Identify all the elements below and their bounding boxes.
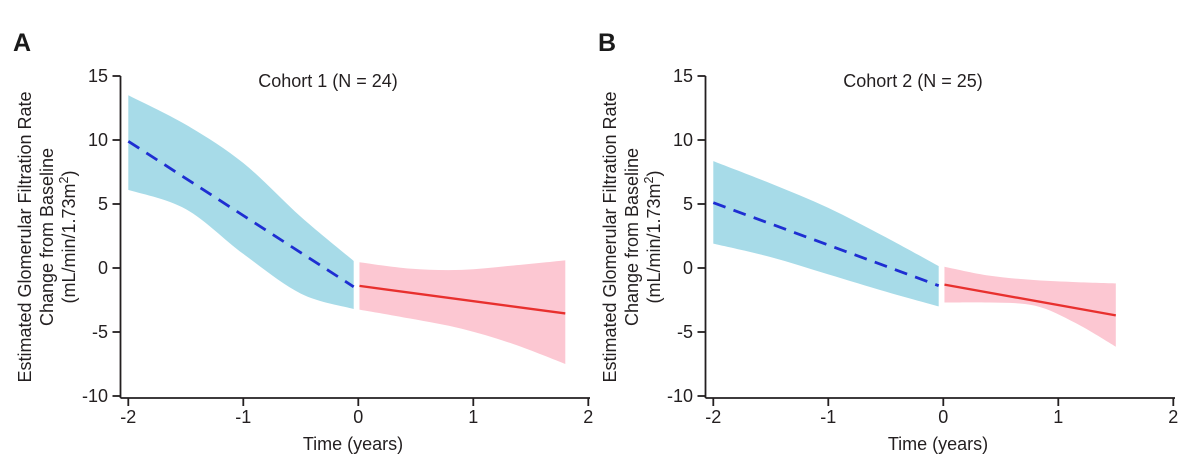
x-axis-tick-label: -1 <box>820 407 836 427</box>
fit-line-post-baseline <box>944 283 1117 317</box>
x-axis-tick-label: 2 <box>1168 407 1178 427</box>
y-axis-tick-label: 15 <box>673 66 693 86</box>
axis-title-y-line2: Change from Baseline <box>37 148 57 326</box>
y-axis-tick-label: 10 <box>88 130 108 150</box>
y-axis-tick-label: 10 <box>673 130 693 150</box>
y-axis-tick-label: 0 <box>98 258 108 278</box>
y-axis-tick-label: -5 <box>677 322 693 342</box>
y-axis-tick-label: -5 <box>92 322 108 342</box>
ci-band-post-baseline <box>944 266 1116 347</box>
fit-line-post-baseline <box>359 284 566 315</box>
x-axis-tick-label: 0 <box>353 407 363 427</box>
x-axis-tick-label: -2 <box>120 407 136 427</box>
axis-title-y-units: (mL/min/1.73m2) <box>642 171 664 304</box>
y-axis-tick-label: 5 <box>98 194 108 214</box>
ci-band-post-baseline <box>359 260 566 364</box>
axis-title-y-line1: Estimated Glomerular Filtration Rate <box>15 91 35 382</box>
fit-line-pre-baseline <box>712 201 940 287</box>
panel-title: Cohort 2 (N = 25) <box>843 71 983 91</box>
x-axis-tick-label: -1 <box>235 407 251 427</box>
y-axis-tick-label: 15 <box>88 66 108 86</box>
y-axis-tick-label: -10 <box>667 386 693 406</box>
x-axis-tick-label: -2 <box>705 407 721 427</box>
panel-letter-b: B <box>598 29 617 57</box>
x-axis-tick-label: 2 <box>583 407 593 427</box>
axis-title-y-line2: Change from Baseline <box>622 148 642 326</box>
axis-title-y-line1: Estimated Glomerular Filtration Rate <box>600 91 620 382</box>
y-axis-tick-label: 5 <box>683 194 693 214</box>
x-axis-tick-label: 0 <box>938 407 948 427</box>
axis-title-x: Time (years) <box>303 434 403 454</box>
axis-title-x: Time (years) <box>888 434 988 454</box>
axis-title-y-units: (mL/min/1.73m2) <box>57 171 79 304</box>
panel-title: Cohort 1 (N = 24) <box>258 71 398 91</box>
ci-band-pre-baseline <box>713 161 939 307</box>
x-axis-tick-label: 1 <box>1053 407 1063 427</box>
fit-line-pre-baseline <box>127 140 355 288</box>
y-axis-tick-label: -10 <box>82 386 108 406</box>
panel-letter-a: A <box>13 29 32 57</box>
x-axis-tick-label: 1 <box>468 407 478 427</box>
y-axis-tick-label: 0 <box>683 258 693 278</box>
ci-band-pre-baseline <box>128 95 354 309</box>
